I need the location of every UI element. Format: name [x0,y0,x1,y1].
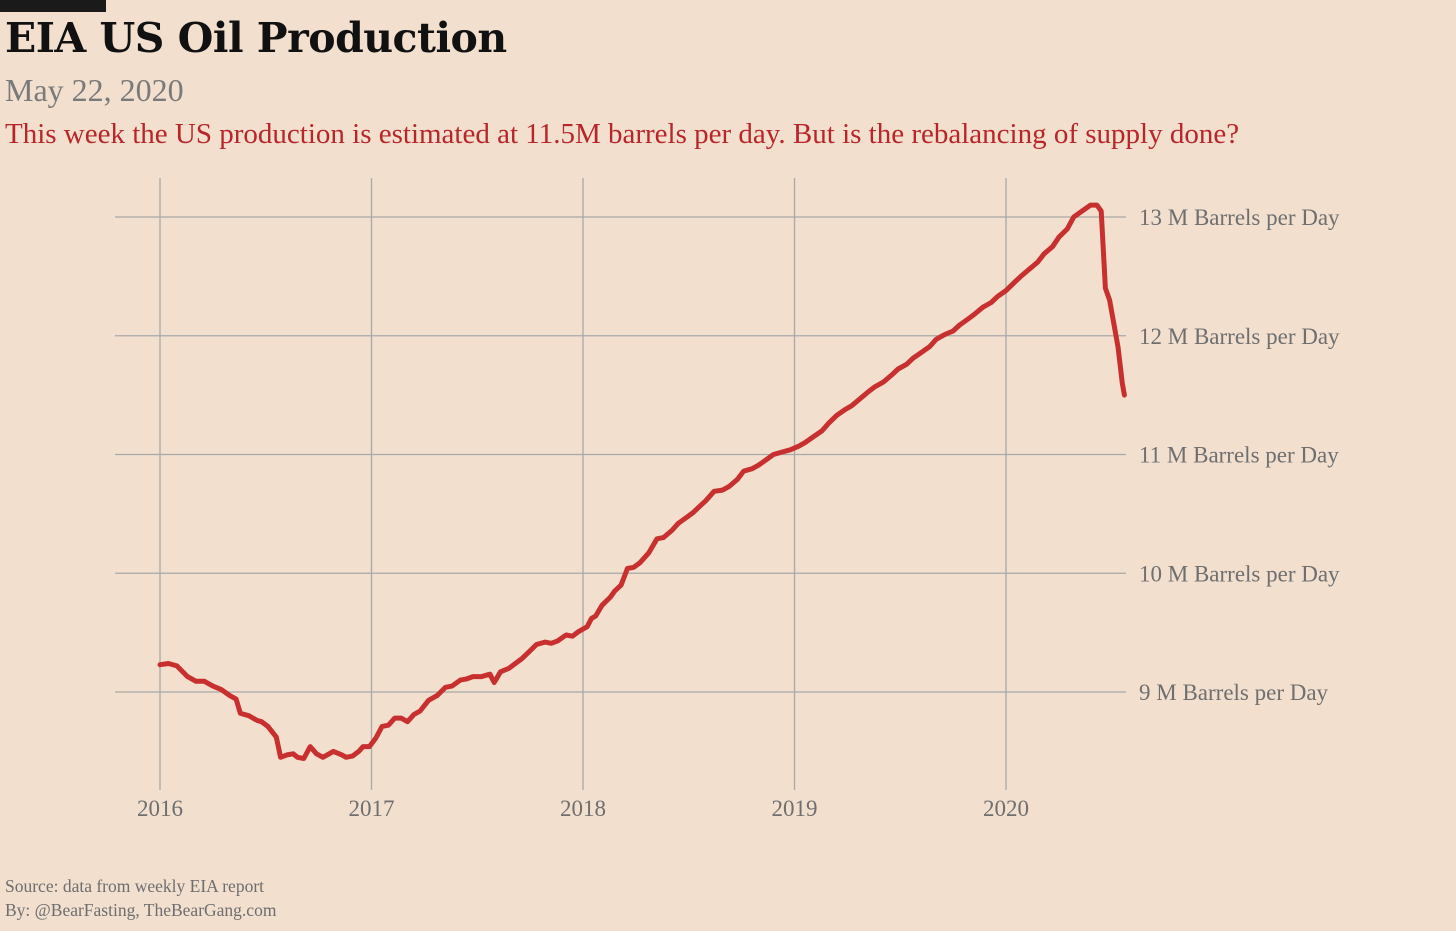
line-chart: 2016 2017 2018 2019 2020 9 M Barrels per Day 1… [115,178,1340,821]
x-tick-label: 2020 [983,796,1029,821]
tick-labels: 2016 2017 2018 2019 2020 9 M Barrels per Day 1… [137,205,1340,821]
source-note: Source: data from weekly EIA report [5,876,265,896]
x-tick-label: 2019 [772,796,818,821]
x-tick-label: 2018 [560,796,606,821]
top-accent-bar [0,0,106,12]
x-tick-label: 2017 [349,796,395,821]
y-tick-label: 10 M Barrels per Day [1139,561,1340,586]
series-layer [157,202,1127,761]
chart-date: May 22, 2020 [5,72,184,108]
chart-subtitle: This week the US production is estimated… [5,118,1240,150]
production-series-line [157,202,1127,761]
author-note: By: @BearFasting, TheBearGang.com [5,900,277,920]
y-tick-label: 11 M Barrels per Day [1139,443,1339,468]
y-tick-label: 9 M Barrels per Day [1139,680,1329,705]
y-tick-label: 13 M Barrels per Day [1139,205,1340,230]
chart-grid [115,178,1126,790]
chart-title: EIA US Oil Production [5,14,507,62]
chart-footer: Source: data from weekly EIA report By: … [5,874,276,922]
x-tick-label: 2016 [137,796,183,821]
y-tick-label: 12 M Barrels per Day [1139,324,1340,349]
